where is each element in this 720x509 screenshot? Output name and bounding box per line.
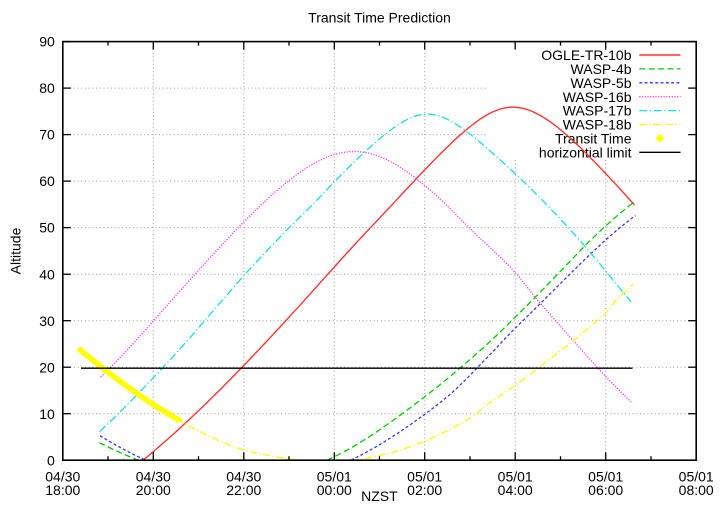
svg-text:00:00: 00:00 xyxy=(317,482,352,498)
svg-text:WASP-16b: WASP-16b xyxy=(563,89,632,105)
svg-text:OGLE-TR-10b: OGLE-TR-10b xyxy=(541,47,631,63)
svg-text:30: 30 xyxy=(39,313,55,329)
svg-text:0: 0 xyxy=(47,452,55,468)
svg-text:20:00: 20:00 xyxy=(136,482,171,498)
svg-text:04/30: 04/30 xyxy=(136,469,171,485)
svg-text:70: 70 xyxy=(39,127,55,143)
svg-text:WASP-5b: WASP-5b xyxy=(571,75,632,91)
svg-text:10: 10 xyxy=(39,406,55,422)
svg-text:05/01: 05/01 xyxy=(498,469,533,485)
svg-text:40: 40 xyxy=(39,266,55,282)
svg-text:WASP-18b: WASP-18b xyxy=(563,117,632,133)
svg-text:05/01: 05/01 xyxy=(407,469,442,485)
svg-text:60: 60 xyxy=(39,173,55,189)
svg-text:NZST: NZST xyxy=(361,488,398,504)
svg-text:08:00: 08:00 xyxy=(679,482,714,498)
svg-text:05/01: 05/01 xyxy=(588,469,623,485)
svg-text:18:00: 18:00 xyxy=(45,482,80,498)
svg-text:50: 50 xyxy=(39,220,55,236)
svg-text:04:00: 04:00 xyxy=(498,482,533,498)
svg-text:02:00: 02:00 xyxy=(407,482,442,498)
svg-text:Altitude: Altitude xyxy=(7,227,23,274)
svg-text:05/01: 05/01 xyxy=(317,469,352,485)
svg-text:WASP-17b: WASP-17b xyxy=(563,103,632,119)
svg-text:WASP-4b: WASP-4b xyxy=(571,61,632,77)
svg-text:04/30: 04/30 xyxy=(45,469,80,485)
svg-text:90: 90 xyxy=(39,34,55,50)
svg-text:Transit Time Prediction: Transit Time Prediction xyxy=(308,10,451,26)
svg-text:05/01: 05/01 xyxy=(679,469,714,485)
svg-text:04/30: 04/30 xyxy=(226,469,261,485)
svg-text:20: 20 xyxy=(39,359,55,375)
svg-text:22:00: 22:00 xyxy=(226,482,261,498)
svg-text:80: 80 xyxy=(39,80,55,96)
svg-text:06:00: 06:00 xyxy=(588,482,623,498)
